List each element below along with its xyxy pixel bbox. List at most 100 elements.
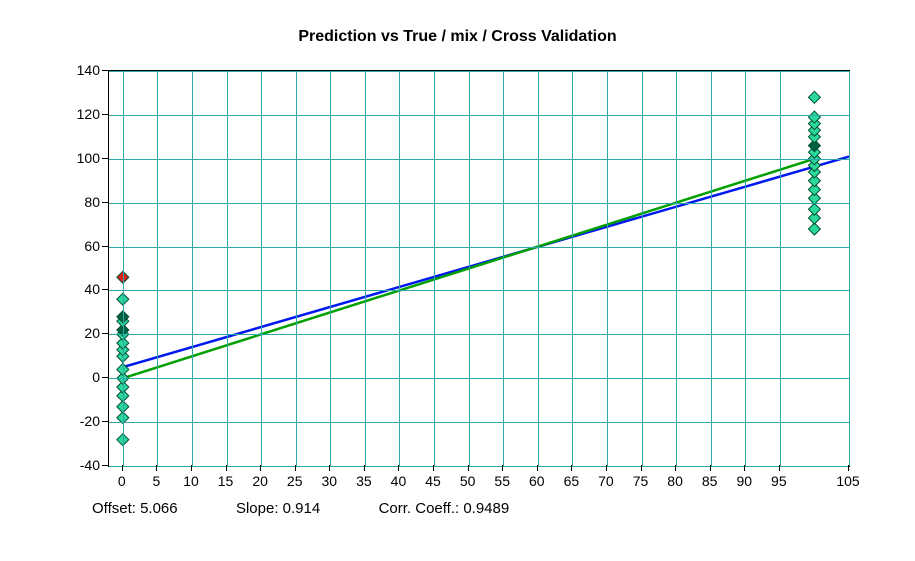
points-layer [109, 71, 849, 466]
y-tick-label: 20 [68, 325, 100, 341]
grid-line-vertical [849, 71, 850, 466]
x-tick-mark [641, 465, 642, 471]
grid-line-vertical [572, 71, 573, 466]
x-tick-label: 90 [736, 473, 752, 489]
x-tick-mark [848, 465, 849, 471]
y-tick-mark [102, 114, 108, 115]
x-tick-mark [398, 465, 399, 471]
x-tick-label: 80 [667, 473, 683, 489]
x-tick-mark [779, 465, 780, 471]
x-tick-mark [606, 465, 607, 471]
x-tick-mark [122, 465, 123, 471]
chart-title: Prediction vs True / mix / Cross Validat… [0, 28, 915, 46]
grid-line-horizontal [109, 422, 849, 423]
y-tick-label: -40 [68, 457, 100, 473]
plot-area [108, 70, 850, 467]
x-tick-label: 15 [218, 473, 234, 489]
grid-line-vertical [538, 71, 539, 466]
x-tick-mark [433, 465, 434, 471]
grid-line-vertical [642, 71, 643, 466]
y-tick-label: 100 [68, 150, 100, 166]
x-tick-label: 40 [391, 473, 407, 489]
x-tick-label: 5 [153, 473, 161, 489]
grid-line-vertical [365, 71, 366, 466]
y-tick-mark [102, 158, 108, 159]
grid-line-horizontal [109, 203, 849, 204]
x-tick-label: 95 [771, 473, 787, 489]
corr-label: Corr. Coeff.: [379, 500, 464, 517]
y-tick-mark [102, 421, 108, 422]
stats-row: Offset: 5.066 Slope: 0.914 Corr. Coeff.:… [92, 500, 509, 517]
y-tick-label: 120 [68, 106, 100, 122]
x-tick-label: 30 [322, 473, 338, 489]
grid-line-horizontal [109, 115, 849, 116]
grid-line-vertical [745, 71, 746, 466]
x-tick-label: 20 [252, 473, 268, 489]
grid-line-vertical [780, 71, 781, 466]
x-tick-mark [571, 465, 572, 471]
grid-line-vertical [469, 71, 470, 466]
x-tick-label: 65 [564, 473, 580, 489]
grid-line-vertical [227, 71, 228, 466]
y-tick-label: 80 [68, 194, 100, 210]
grid-line-vertical [296, 71, 297, 466]
x-tick-mark [191, 465, 192, 471]
grid-line-vertical [330, 71, 331, 466]
x-tick-mark [295, 465, 296, 471]
y-tick-label: -20 [68, 413, 100, 429]
x-tick-mark [537, 465, 538, 471]
x-tick-label: 105 [836, 473, 859, 489]
y-tick-label: 0 [68, 369, 100, 385]
grid-line-horizontal [109, 159, 849, 160]
x-tick-label: 45 [425, 473, 441, 489]
grid-line-vertical [261, 71, 262, 466]
x-tick-mark [468, 465, 469, 471]
x-tick-mark [226, 465, 227, 471]
grid-line-vertical [607, 71, 608, 466]
grid-line-vertical [157, 71, 158, 466]
y-tick-mark [102, 289, 108, 290]
slope-value: 0.914 [283, 500, 321, 517]
slope-label: Slope: [236, 500, 283, 517]
y-tick-label: 140 [68, 62, 100, 78]
corr-value: 0.9489 [463, 500, 509, 517]
grid-line-vertical [434, 71, 435, 466]
x-tick-mark [364, 465, 365, 471]
grid-line-vertical [503, 71, 504, 466]
grid-line-horizontal [109, 290, 849, 291]
x-tick-mark [502, 465, 503, 471]
y-tick-label: 60 [68, 238, 100, 254]
y-tick-mark [102, 246, 108, 247]
x-tick-label: 75 [633, 473, 649, 489]
y-tick-mark [102, 333, 108, 334]
x-tick-label: 70 [598, 473, 614, 489]
grid-line-horizontal [109, 71, 849, 72]
x-tick-label: 0 [118, 473, 126, 489]
grid-line-horizontal [109, 247, 849, 248]
y-tick-mark [102, 202, 108, 203]
x-tick-label: 85 [702, 473, 718, 489]
x-tick-label: 10 [183, 473, 199, 489]
grid-line-vertical [399, 71, 400, 466]
grid-line-horizontal [109, 466, 849, 467]
offset-label: Offset: [92, 500, 140, 517]
grid-line-horizontal [109, 334, 849, 335]
offset-value: 5.066 [140, 500, 178, 517]
x-tick-label: 50 [460, 473, 476, 489]
x-tick-mark [260, 465, 261, 471]
y-tick-mark [102, 465, 108, 466]
x-tick-mark [329, 465, 330, 471]
x-tick-mark [710, 465, 711, 471]
x-tick-mark [675, 465, 676, 471]
x-tick-label: 60 [529, 473, 545, 489]
x-tick-label: 25 [287, 473, 303, 489]
y-tick-mark [102, 377, 108, 378]
grid-line-vertical [711, 71, 712, 466]
data-point [808, 91, 820, 103]
x-tick-label: 35 [356, 473, 372, 489]
y-tick-mark [102, 70, 108, 71]
x-tick-mark [744, 465, 745, 471]
grid-line-vertical [676, 71, 677, 466]
x-tick-mark [156, 465, 157, 471]
x-tick-label: 55 [494, 473, 510, 489]
